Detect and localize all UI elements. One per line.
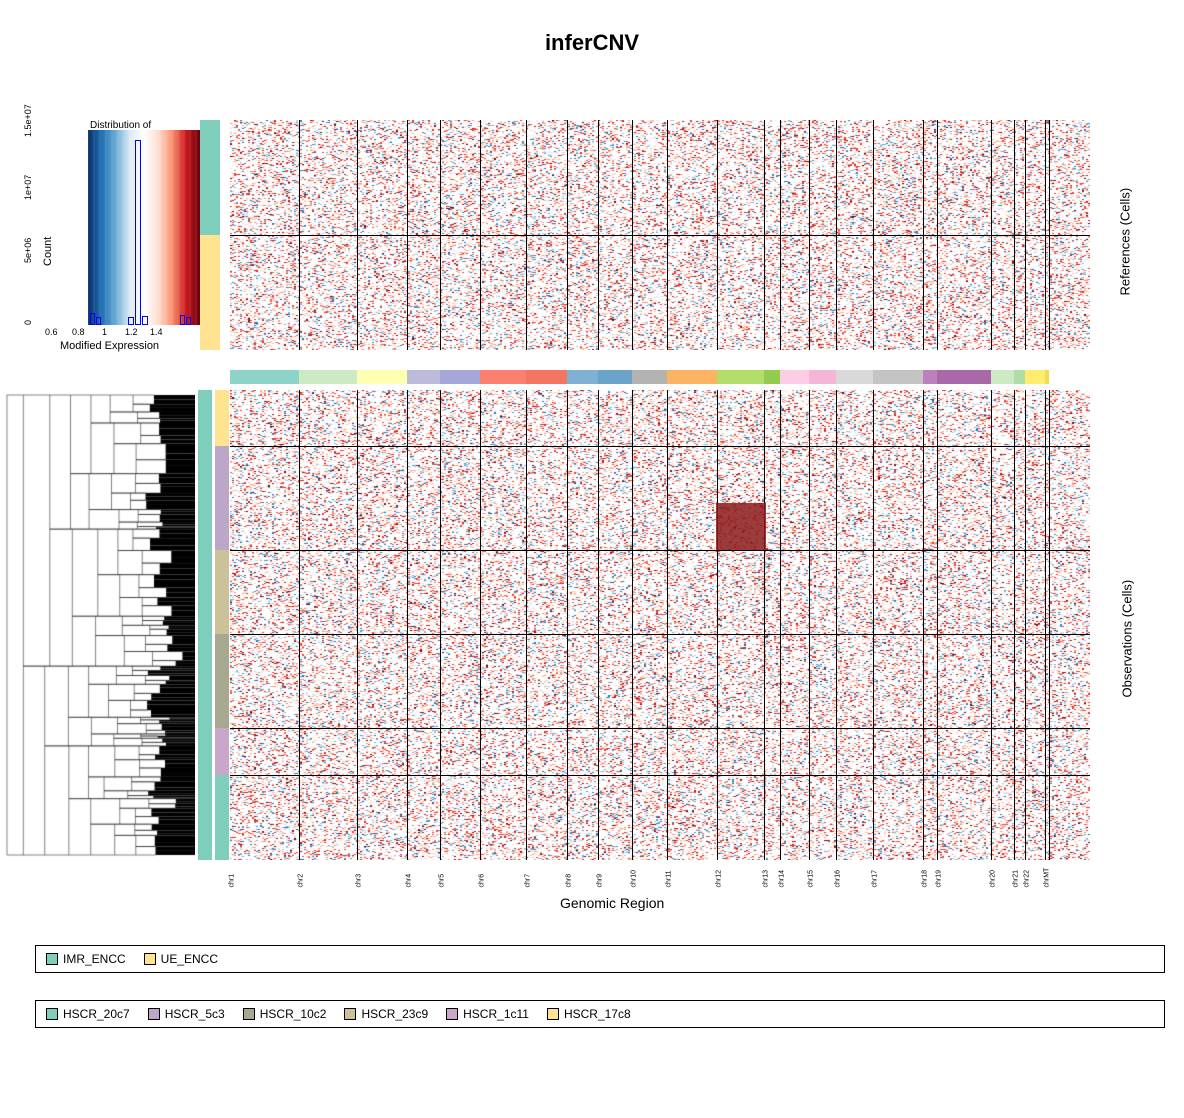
chr-seg-chr15	[809, 370, 837, 384]
chr-seg-chr1	[230, 370, 299, 384]
count-axis-label: Count	[42, 237, 54, 266]
chr-seg-chr14	[780, 370, 809, 384]
chromosome-color-bar	[230, 370, 1090, 384]
chr-label: chr17	[872, 870, 879, 888]
chr-label: chr7	[524, 874, 531, 888]
obs-group-HSCR_17c8	[215, 390, 229, 446]
legend-item-HSCR_17c8: HSCR_17c8	[547, 1007, 631, 1021]
chr-label: chr21	[1013, 870, 1020, 888]
count-tick: 1.5e+07	[23, 104, 33, 137]
chromosome-labels: chr1 chr2 chr3 chr4 chr5 chr6 chr7 chr8 chr9 chr1…	[230, 862, 1090, 892]
chr-seg-chr11	[667, 370, 717, 384]
legend-item-IMR_ENCC: IMR_ENCC	[46, 952, 126, 966]
chr-seg-chr8	[567, 370, 598, 384]
obs-group-HSCR_20c7	[215, 775, 229, 860]
chr-label: chr1	[229, 874, 236, 888]
references-panel	[230, 120, 1090, 350]
legend-item-HSCR_23c9: HSCR_23c9	[344, 1007, 428, 1021]
legend-item-HSCR_20c7: HSCR_20c7	[46, 1007, 130, 1021]
chr-seg-chr18	[923, 370, 937, 384]
chr-label: chr11	[665, 871, 672, 888]
plot-title: inferCNV	[0, 0, 1184, 56]
chr-label: chr15	[807, 870, 814, 888]
chr-label: chr8	[566, 874, 573, 888]
obs-group-HSCR_1c11	[215, 728, 229, 775]
chr-label: chr10	[631, 870, 638, 888]
legend-item-HSCR_1c11: HSCR_1c11	[446, 1007, 529, 1021]
modexp-tick: 0.6	[45, 327, 58, 337]
chr-label: chr5	[438, 874, 445, 888]
count-tick: 5e+06	[23, 238, 33, 263]
chr-seg-chr12	[717, 370, 764, 384]
chr-seg-chr3	[357, 370, 407, 384]
observations-heatmap	[230, 390, 1090, 860]
chr-seg-chr9	[598, 370, 632, 384]
legend-item-HSCR_10c2: HSCR_10c2	[243, 1007, 327, 1021]
amplification-region	[716, 503, 766, 550]
references-axis-label: References (Cells)	[1118, 176, 1133, 296]
obs-sidebar-outer	[198, 390, 212, 860]
chr-seg-chr21	[1014, 370, 1024, 384]
chr-seg-chr7	[526, 370, 567, 384]
chr-label: chr3	[356, 874, 363, 888]
chr-seg-chr19	[937, 370, 991, 384]
legend-item-HSCR_5c3: HSCR_5c3	[148, 1007, 225, 1021]
modexp-tick: 1.4	[150, 327, 163, 337]
chr-label: chr9	[597, 874, 604, 888]
chr-seg-chr16	[836, 370, 873, 384]
chr-label: chr16	[835, 870, 842, 888]
observations-axis-label: Observations (Cells)	[1120, 548, 1135, 698]
histogram	[88, 130, 200, 325]
count-tick: 1e+07	[23, 175, 33, 200]
chr-label: chr18	[922, 870, 929, 888]
chr-label: chr4	[406, 874, 413, 888]
chr-seg-chr20	[991, 370, 1014, 384]
chr-label: chr2	[297, 874, 304, 888]
obs-sidebar-groups	[215, 390, 229, 860]
chr-seg-chr17	[873, 370, 923, 384]
references-sidebar	[200, 120, 220, 350]
modexp-tick: 1.2	[125, 327, 138, 337]
chr-label: chr12	[715, 870, 722, 888]
chr-seg-chr22	[1025, 370, 1046, 384]
chr-label: chr6	[479, 874, 486, 888]
chr-seg-chr5	[440, 370, 480, 384]
observations-panel	[230, 390, 1090, 860]
chr-label: chr19	[935, 870, 942, 888]
chr-label: chr22	[1023, 870, 1030, 888]
dendrogram	[5, 390, 195, 860]
ref-group-IMR_ENCC	[200, 120, 220, 235]
obs-group-HSCR_23c9	[215, 550, 229, 635]
chr-label: chr14	[778, 870, 785, 888]
ref-group-UE_ENCC	[200, 235, 220, 350]
chr-seg-chr6	[480, 370, 526, 384]
chr-seg-chrMT	[1045, 370, 1048, 384]
chr-seg-chr13	[764, 370, 779, 384]
modexp-tick: 0.8	[72, 327, 85, 337]
obs-group-HSCR_5c3	[215, 446, 229, 549]
genomic-region-label: Genomic Region	[560, 895, 664, 911]
chr-label: chr20	[990, 870, 997, 888]
count-tick: 0	[23, 320, 33, 325]
modified-expression-label: Modified Expression	[60, 340, 159, 352]
distribution-legend: Distribution of Expression Count	[40, 120, 200, 350]
chr-seg-chr4	[407, 370, 440, 384]
references-legend: IMR_ENCC UE_ENCC	[35, 945, 1165, 973]
observations-legend: HSCR_20c7 HSCR_5c3 HSCR_10c2 HSCR_23c9 HSCR_…	[35, 1000, 1165, 1028]
legend-item-UE_ENCC: UE_ENCC	[144, 952, 218, 966]
chr-label: chr13	[763, 870, 770, 888]
modexp-tick: 1	[102, 327, 107, 337]
chr-label: chrMT	[1044, 868, 1051, 888]
obs-group-HSCR_10c2	[215, 634, 229, 728]
chr-seg-chr10	[632, 370, 666, 384]
chr-seg-chr2	[299, 370, 357, 384]
